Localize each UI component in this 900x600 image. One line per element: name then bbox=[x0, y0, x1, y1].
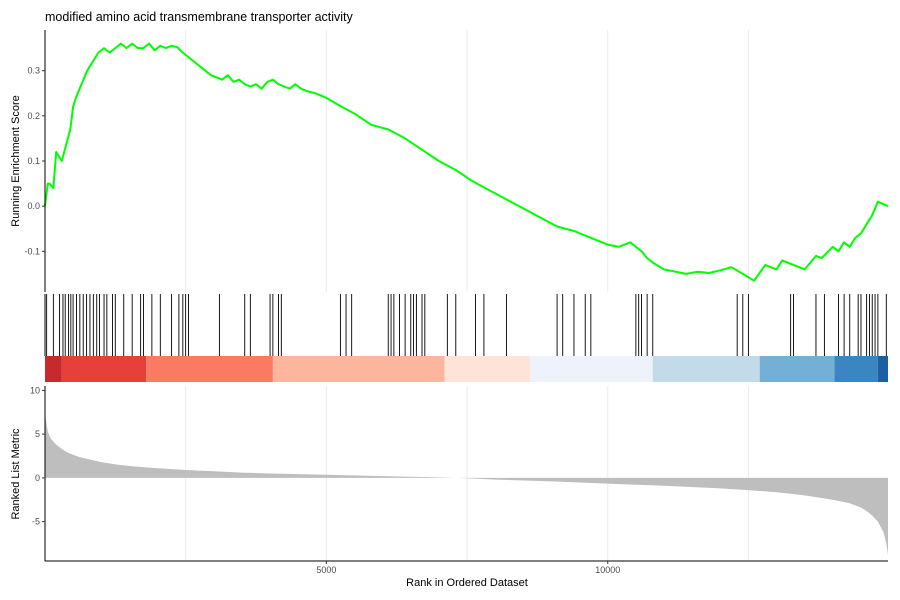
running-enrichment-line bbox=[43, 42, 889, 282]
es-y-tick-label-2: 0.1 bbox=[27, 156, 40, 166]
axes: -0.1 0.0 0.1 0.2 0.3 -5 0 5 10 5000 10000 bbox=[24, 30, 888, 575]
rank-color-band-6 bbox=[652, 356, 760, 382]
rank-color-band-3 bbox=[272, 356, 445, 382]
ranked-metric-area bbox=[44, 412, 888, 555]
es-y-axis-label: Running Enrichment Score bbox=[10, 95, 22, 226]
metric-y-tick-label-2: 5 bbox=[35, 429, 40, 439]
es-y-tick-label-0: -0.1 bbox=[24, 246, 40, 256]
rank-color-band-0 bbox=[45, 356, 62, 382]
rank-color-band-2 bbox=[146, 356, 273, 382]
es-y-tick-label-1: 0.0 bbox=[27, 201, 40, 211]
x-tick-label-1: 10000 bbox=[595, 565, 620, 575]
metric-y-tick-label-0: -5 bbox=[32, 517, 40, 527]
rank-color-band-9 bbox=[877, 356, 888, 382]
rank-color-band-1 bbox=[61, 356, 147, 382]
rank-color-band-8 bbox=[834, 356, 878, 382]
ranked-metric-panel bbox=[44, 412, 888, 555]
x-axis-label: Rank in Ordered Dataset bbox=[406, 577, 528, 589]
grid-lines bbox=[185, 30, 749, 561]
rank-color-band-7 bbox=[759, 356, 835, 382]
rank-color-bar bbox=[45, 356, 888, 382]
metric-y-axis-label: Ranked List Metric bbox=[10, 428, 22, 520]
es-y-tick-label-4: 0.3 bbox=[27, 66, 40, 76]
gene-hit-panel bbox=[46, 294, 887, 356]
metric-y-tick-label-1: 0 bbox=[35, 473, 40, 483]
chart-title: modified amino acid transmembrane transp… bbox=[45, 10, 354, 24]
metric-y-tick-label-3: 10 bbox=[30, 385, 40, 395]
es-y-tick-label-3: 0.2 bbox=[27, 111, 40, 121]
rank-color-band-4 bbox=[444, 356, 531, 382]
rank-color-band-5 bbox=[530, 356, 653, 382]
x-tick-label-0: 5000 bbox=[316, 565, 336, 575]
enrichment-score-panel bbox=[43, 42, 889, 282]
